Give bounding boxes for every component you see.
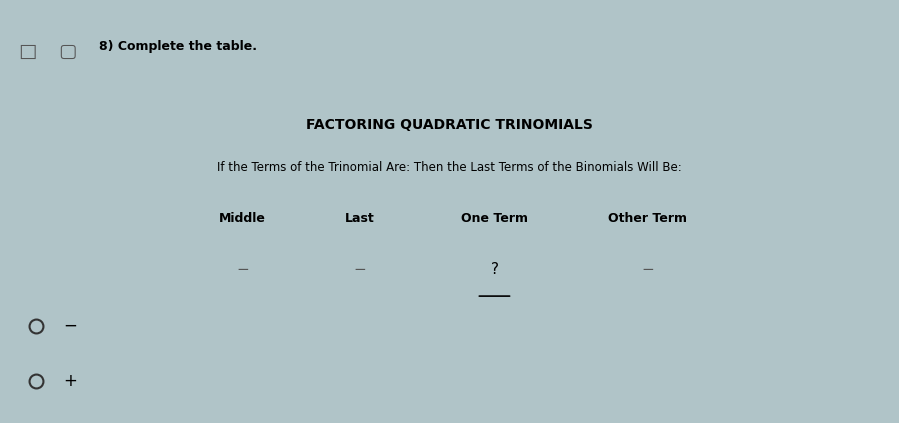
Text: One Term: One Term: [461, 212, 528, 225]
Text: ▢: ▢: [58, 42, 76, 61]
Text: −: −: [63, 317, 76, 335]
Text: −: −: [641, 262, 654, 277]
Text: −: −: [236, 262, 249, 277]
Text: □: □: [18, 42, 36, 61]
Text: Other Term: Other Term: [608, 212, 687, 225]
Text: +: +: [63, 372, 76, 390]
Text: 8) Complete the table.: 8) Complete the table.: [99, 40, 257, 53]
Text: Middle: Middle: [219, 212, 266, 225]
Text: Last: Last: [344, 212, 375, 225]
Text: −: −: [353, 262, 366, 277]
Text: If the Terms of the Trinomial Are: Then the Last Terms of the Binomials Will Be:: If the Terms of the Trinomial Are: Then …: [218, 161, 681, 174]
Text: FACTORING QUADRATIC TRINOMIALS: FACTORING QUADRATIC TRINOMIALS: [306, 118, 593, 132]
Text: ?: ?: [491, 262, 498, 277]
